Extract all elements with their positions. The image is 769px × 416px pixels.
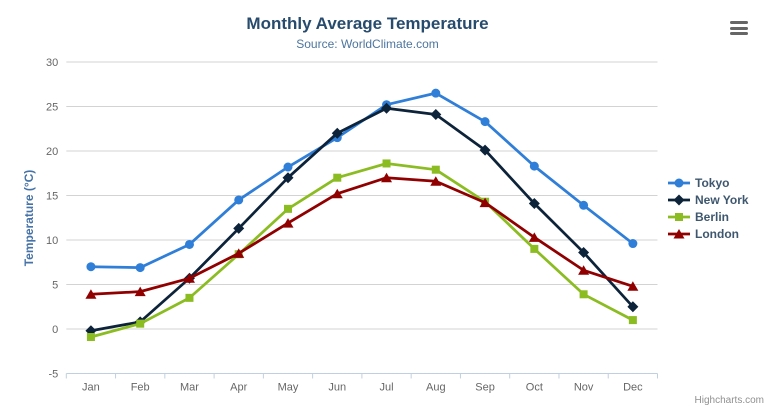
- circle-legend-icon: [668, 178, 690, 187]
- x-axis-label: Mar: [180, 382, 199, 394]
- series-new-york[interactable]: [85, 102, 639, 337]
- x-axis-label: May: [278, 382, 299, 394]
- series-tokyo[interactable]: [86, 88, 638, 273]
- x-axis: Jan Feb Mar Apr May Jun Jul Aug Sep Oct Nov Dec: [65, 373, 658, 394]
- x-axis-label: Feb: [131, 382, 150, 394]
- legend-item-london[interactable]: London: [668, 225, 749, 242]
- legend-item-berlin[interactable]: Berlin: [668, 208, 749, 225]
- x-axis-label: Sep: [475, 382, 495, 394]
- y-axis-label: 25: [46, 102, 58, 114]
- credits-link[interactable]: Highcharts.com: [694, 395, 764, 406]
- chart-title: Monthly Average Temperature: [246, 14, 489, 33]
- y-axis-labels: -5 0 5 10 15 20 25 30: [46, 57, 58, 381]
- x-axis-label: Apr: [230, 382, 247, 394]
- y-axis-label: 5: [52, 280, 58, 292]
- y-axis-label: 15: [46, 191, 58, 203]
- x-axis-label: Dec: [623, 382, 643, 394]
- series-berlin[interactable]: [86, 159, 637, 342]
- diamond-legend-icon: [668, 194, 690, 205]
- x-axis-label: Jan: [82, 382, 100, 394]
- y-axis-label: 10: [46, 235, 58, 247]
- y-axis-label: 20: [46, 146, 58, 158]
- legend-label: London: [695, 226, 739, 241]
- y-axis-label: 30: [46, 57, 58, 69]
- legend: Tokyo New York Berlin London: [668, 174, 749, 242]
- legend-item-new-york[interactable]: New York: [668, 191, 749, 208]
- x-axis-label: Nov: [574, 382, 594, 394]
- y-axis-label: -5: [49, 369, 59, 381]
- triangle-legend-icon: [668, 228, 690, 238]
- context-menu-button[interactable]: [726, 17, 752, 39]
- legend-label: Tokyo: [695, 175, 730, 190]
- x-axis-label: Jul: [380, 382, 394, 394]
- legend-item-tokyo[interactable]: Tokyo: [668, 174, 749, 191]
- x-axis-label: Aug: [426, 382, 446, 394]
- legend-label: Berlin: [695, 209, 730, 224]
- chart-subtitle: Source: WorldClimate.com: [296, 37, 439, 51]
- square-legend-icon: [668, 212, 690, 221]
- x-axis-label: Oct: [526, 382, 543, 394]
- x-axis-label: Jun: [328, 382, 346, 394]
- series-london[interactable]: [85, 172, 639, 299]
- legend-label: New York: [695, 192, 749, 207]
- y-axis-label: 0: [52, 324, 58, 336]
